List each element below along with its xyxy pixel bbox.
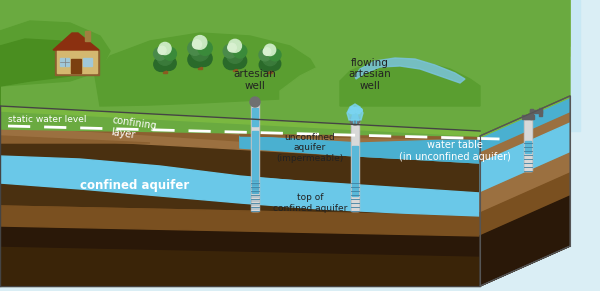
Circle shape: [357, 109, 360, 112]
Polygon shape: [95, 33, 320, 106]
Polygon shape: [0, 206, 480, 231]
Circle shape: [354, 110, 357, 113]
Polygon shape: [240, 136, 480, 153]
Circle shape: [223, 45, 237, 58]
Circle shape: [353, 109, 356, 112]
Polygon shape: [0, 113, 480, 153]
Bar: [252, 135, 258, 211]
Bar: [524, 119, 532, 141]
Polygon shape: [480, 123, 570, 193]
Bar: [57, 50, 97, 73]
Circle shape: [223, 54, 239, 70]
Polygon shape: [480, 113, 570, 163]
Bar: [530, 109, 533, 119]
Polygon shape: [0, 111, 240, 141]
Circle shape: [154, 57, 168, 72]
Polygon shape: [0, 111, 480, 163]
Bar: [55, 50, 99, 75]
Polygon shape: [0, 161, 480, 213]
Polygon shape: [240, 136, 480, 163]
Polygon shape: [0, 39, 85, 106]
Text: flowing
artesian
well: flowing artesian well: [349, 58, 391, 91]
Polygon shape: [0, 111, 480, 286]
Polygon shape: [0, 0, 570, 136]
Polygon shape: [0, 0, 570, 111]
Bar: [85, 31, 90, 41]
Bar: [530, 110, 542, 113]
Bar: [525, 121, 531, 141]
Polygon shape: [480, 96, 570, 139]
Polygon shape: [240, 133, 480, 139]
Bar: [83, 58, 92, 66]
Circle shape: [157, 49, 173, 65]
Bar: [251, 133, 259, 211]
Text: top of
confined aquifer: top of confined aquifer: [273, 193, 347, 213]
Polygon shape: [280, 61, 460, 106]
Bar: [522, 115, 534, 119]
Bar: [268, 63, 272, 73]
Polygon shape: [0, 109, 480, 136]
Bar: [252, 131, 258, 193]
Polygon shape: [0, 231, 480, 286]
Bar: [351, 146, 359, 211]
Bar: [60, 58, 69, 66]
Polygon shape: [0, 206, 480, 236]
Polygon shape: [0, 21, 110, 106]
Circle shape: [263, 51, 277, 66]
Circle shape: [355, 108, 358, 111]
Polygon shape: [480, 173, 570, 236]
Circle shape: [193, 40, 202, 49]
Bar: [198, 58, 202, 69]
Bar: [352, 146, 358, 196]
Circle shape: [259, 58, 273, 72]
Bar: [351, 121, 359, 146]
Circle shape: [229, 39, 241, 52]
Circle shape: [269, 49, 281, 61]
Circle shape: [232, 53, 247, 69]
Circle shape: [233, 45, 247, 58]
Circle shape: [191, 43, 209, 61]
Text: confined aquifer: confined aquifer: [80, 180, 189, 193]
Polygon shape: [480, 99, 570, 153]
Polygon shape: [480, 196, 570, 286]
Circle shape: [351, 109, 354, 112]
Text: artesian
well: artesian well: [233, 69, 277, 91]
Bar: [352, 123, 358, 146]
Circle shape: [162, 56, 176, 70]
Circle shape: [263, 48, 271, 55]
Circle shape: [250, 97, 260, 107]
Circle shape: [351, 111, 354, 114]
Bar: [0, 0, 580, 131]
Polygon shape: [53, 33, 99, 50]
Circle shape: [358, 111, 361, 114]
Bar: [252, 108, 258, 126]
Circle shape: [265, 44, 276, 56]
Circle shape: [352, 109, 355, 112]
Bar: [539, 108, 542, 116]
Circle shape: [227, 46, 244, 63]
Bar: [525, 141, 531, 153]
Polygon shape: [0, 111, 480, 286]
Bar: [71, 59, 81, 73]
Bar: [233, 60, 237, 71]
Bar: [524, 141, 532, 171]
Circle shape: [188, 41, 202, 55]
Polygon shape: [355, 58, 465, 83]
Text: confining
layer: confining layer: [110, 115, 158, 143]
Polygon shape: [0, 106, 480, 136]
Text: unconfined
aquifer
(impermeable): unconfined aquifer (impermeable): [277, 133, 344, 163]
Polygon shape: [480, 153, 570, 213]
Polygon shape: [0, 246, 570, 286]
Circle shape: [357, 111, 360, 113]
Bar: [251, 103, 259, 133]
Polygon shape: [347, 104, 363, 120]
Circle shape: [228, 43, 236, 52]
Circle shape: [196, 50, 212, 66]
Circle shape: [349, 111, 352, 114]
Bar: [525, 143, 531, 171]
Polygon shape: [0, 0, 570, 96]
Circle shape: [154, 47, 166, 60]
Bar: [252, 105, 258, 133]
Polygon shape: [340, 59, 480, 106]
